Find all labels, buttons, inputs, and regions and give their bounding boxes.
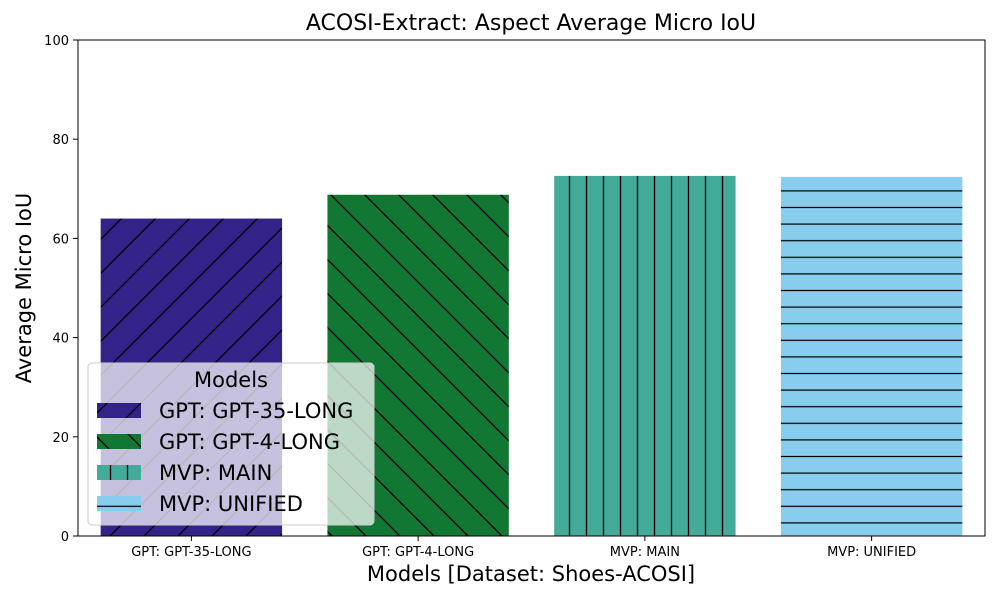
legend-entry-label: GPT: GPT-35-LONG [159,399,353,423]
y-tick-label: 0 [61,530,69,545]
x-tick-label: GPT: GPT-4-LONG [362,545,474,560]
bar-mvp-unified [780,176,963,536]
legend-entry-label: MVP: UNIFIED [159,492,303,516]
y-tick-label: 20 [52,431,69,446]
y-tick-label: 80 [52,133,69,148]
legend-title: Models [194,368,268,392]
plot-frame [77,39,986,537]
x-tick-label: GPT: GPT-35-LONG [131,545,251,560]
y-tick-label: 100 [44,34,69,49]
y-tick-label: 60 [52,232,69,247]
bar-mvp-main [554,175,736,537]
y-tick-label: 40 [52,332,69,347]
legend-swatch [97,496,141,511]
chart-title: ACOSI-Extract: Aspect Average Micro IoU [306,11,756,36]
legend-swatch [97,403,141,418]
legend-entry-label: MVP: MAIN [159,461,272,485]
legend-swatch [97,465,141,480]
axes-layer: 0 20 40 60 80 100 GPT: GPT-35-LONG GPT: GPT-4-L… [44,34,986,560]
bars-layer [100,175,963,537]
x-tick-label: MVP: UNIFIED [827,545,916,560]
legend-entry-label: GPT: GPT-4-LONG [159,430,340,454]
x-tick-label: MVP: MAIN [610,545,680,560]
y-axis-label: Average Micro IoU [12,193,36,384]
legend-swatch [97,434,141,449]
legend: Models GPT: GPT-35-LONG GPT: GPT-4-LONG MVP… [87,362,375,526]
x-axis-label: Models [Dataset: Shoes-ACOSI] [367,562,695,586]
legend-box [87,362,375,526]
